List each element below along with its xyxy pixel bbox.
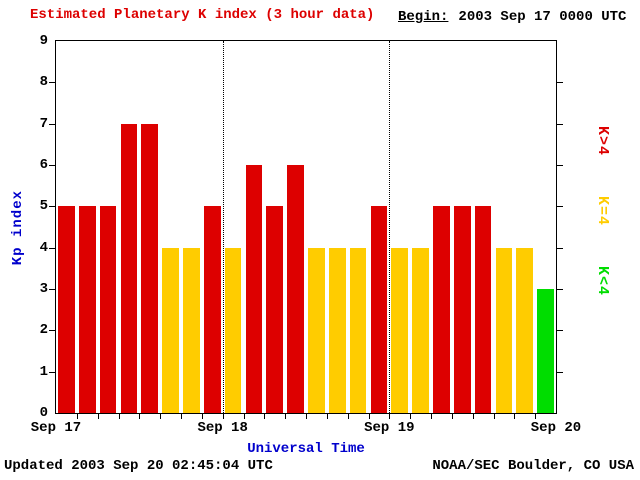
x-tick xyxy=(76,413,78,419)
y-tick-label: 7 xyxy=(39,115,48,132)
kp-bar xyxy=(78,206,96,413)
x-tick xyxy=(514,413,516,419)
kp-bar xyxy=(433,206,450,413)
kp-bar xyxy=(162,247,179,413)
y-tick-left xyxy=(49,371,56,373)
day-boundary-line xyxy=(389,41,391,413)
x-tick xyxy=(201,413,203,419)
y-tick-label: 5 xyxy=(39,198,48,215)
kp-bar xyxy=(516,247,534,413)
x-tick xyxy=(160,413,162,419)
x-tick xyxy=(139,413,141,419)
kp-bar xyxy=(58,206,75,413)
y-tick-label: 6 xyxy=(39,157,48,173)
kp-bar xyxy=(453,206,471,413)
kp-bar xyxy=(370,206,388,413)
x-tick-label: Sep 17 xyxy=(30,420,82,436)
kp-bar xyxy=(99,206,117,413)
kp-bar xyxy=(308,247,325,413)
x-tick xyxy=(326,413,328,419)
kp-bar xyxy=(537,289,554,413)
plot-area: Universal Time 0 1 2 3 4 5 6 7 8 9 Sep 17 Sep 18 Sep… xyxy=(31,33,581,457)
kp-bar xyxy=(328,247,346,413)
y-tick-right xyxy=(556,289,563,290)
x-tick-label: Sep 18 xyxy=(197,420,248,436)
x-tick xyxy=(368,413,370,419)
y-tick-left xyxy=(49,247,56,249)
begin-value: 2003 Sep 17 0000 UTC xyxy=(458,9,627,25)
kp-bar xyxy=(203,206,221,413)
chart-title: Estimated Planetary K index (3 hour data… xyxy=(30,7,375,23)
x-tick xyxy=(97,413,99,419)
x-tick xyxy=(118,413,120,419)
kp-bar xyxy=(495,247,513,413)
y-tick-left xyxy=(49,123,56,125)
x-tick xyxy=(451,413,453,419)
y-tick-left xyxy=(49,82,56,84)
x-tick xyxy=(222,413,224,419)
day-boundary-line xyxy=(222,41,224,413)
source-text: NOAA/SEC Boulder, CO USA xyxy=(432,458,634,474)
x-tick xyxy=(285,413,287,419)
legend-label-Kgt4: K>4 xyxy=(594,126,611,157)
legend: K>4 K=4 K<4 xyxy=(592,0,616,480)
x-tick xyxy=(389,413,391,419)
y-tick-label: 0 xyxy=(39,405,48,421)
y-tick-right xyxy=(556,82,563,84)
kp-bar xyxy=(412,247,429,413)
kp-bar xyxy=(391,247,409,413)
y-tick-right xyxy=(556,247,563,249)
x-tick-label: Sep 20 xyxy=(530,420,582,436)
x-axis-title: Universal Time xyxy=(247,441,365,457)
x-tick xyxy=(264,413,266,419)
y-tick-label: 4 xyxy=(39,239,48,256)
kp-bar xyxy=(474,206,492,413)
y-tick-label: 2 xyxy=(39,322,48,339)
y-tick-left xyxy=(49,165,56,166)
y-tick-right xyxy=(556,330,563,332)
y-tick-right xyxy=(556,165,563,166)
kp-bar xyxy=(349,247,367,413)
x-tick xyxy=(431,413,432,419)
y-tick-left xyxy=(49,330,56,332)
y-tick-right xyxy=(556,206,563,208)
y-tick-left xyxy=(49,206,56,208)
kp-bar xyxy=(245,165,263,413)
updated-text: Updated 2003 Sep 20 02:45:04 UTC xyxy=(4,458,273,474)
x-tick xyxy=(493,413,495,419)
kp-bar xyxy=(183,247,200,413)
kp-bar xyxy=(287,165,304,413)
x-tick xyxy=(347,413,349,419)
x-tick xyxy=(535,413,537,419)
y-tick-label: 8 xyxy=(39,74,48,91)
begin-label: Begin: xyxy=(398,9,449,25)
y-tick-right xyxy=(556,123,563,125)
y-tick-label: 1 xyxy=(39,363,48,380)
kp-bar xyxy=(120,123,138,413)
kp-bar xyxy=(141,123,159,413)
x-tick xyxy=(243,413,245,419)
x-tick-label: Sep 19 xyxy=(364,420,415,436)
x-tick xyxy=(181,413,182,419)
kp-bar xyxy=(224,247,242,413)
y-tick-left xyxy=(49,289,56,290)
x-tick xyxy=(306,413,307,419)
begin-info: Begin: 2003 Sep 17 0000 UTC xyxy=(398,9,626,25)
y-tick-label: 3 xyxy=(39,281,48,297)
x-tick xyxy=(410,413,412,419)
legend-label-Klt4: K<4 xyxy=(594,266,611,297)
legend-label-Keq4: K=4 xyxy=(594,196,611,227)
y-tick-right xyxy=(556,371,563,373)
kp-bar xyxy=(266,206,284,413)
y-tick-label: 9 xyxy=(39,33,48,49)
x-tick xyxy=(472,413,474,419)
